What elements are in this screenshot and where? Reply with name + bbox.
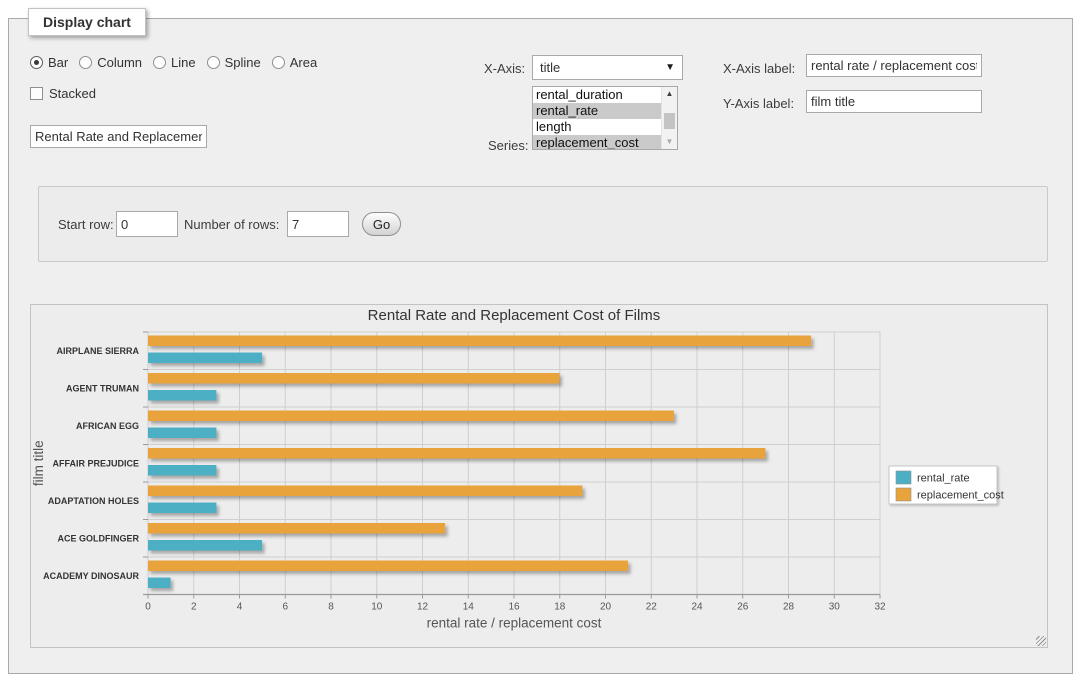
go-button[interactable]: Go — [362, 212, 401, 236]
x-tick-label: 30 — [829, 602, 841, 613]
chevron-down-icon: ▼ — [665, 62, 675, 73]
bar-rental_rate — [148, 465, 217, 476]
radio-icon[interactable] — [79, 56, 93, 69]
x-tick-label: 8 — [328, 602, 334, 613]
category-label: AFRICAN EGG — [76, 421, 139, 431]
series-option-rental_duration[interactable]: rental_duration — [536, 87, 623, 102]
radio-icon[interactable] — [206, 56, 220, 69]
legend-label-replacement_cost: replacement_cost — [917, 490, 1004, 502]
x-tick-label: 28 — [783, 602, 795, 613]
series-option-length[interactable]: length — [536, 119, 572, 134]
chart-title: Rental Rate and Replacement Cost of Film… — [368, 307, 661, 324]
x-tick-label: 14 — [463, 602, 475, 613]
chart-type-option-label: Bar — [48, 55, 69, 70]
series-scrollbar[interactable]: ▲ ▼ — [661, 87, 677, 149]
chart-type-option-label: Spline — [224, 55, 261, 70]
chart-type-option-bar[interactable]: Bar — [30, 55, 68, 70]
x-axis-label-field-label: X-Axis label: — [723, 61, 796, 76]
num-rows-label: Number of rows: — [184, 217, 280, 232]
radio-icon[interactable] — [30, 56, 43, 69]
category-label: ACE GOLDFINGER — [57, 533, 139, 543]
category-label: AFFAIR PREJUDICE — [52, 458, 139, 468]
x-tick-label: 2 — [191, 602, 197, 613]
chart-ylabel: film title — [31, 440, 46, 486]
chart-type-option-label: Column — [97, 55, 143, 70]
x-axis-label-input[interactable] — [806, 54, 982, 77]
category-label: AIRPLANE SIERRA — [56, 346, 139, 356]
x-tick-label: 24 — [691, 602, 703, 613]
chart-type-option-area[interactable]: Area — [271, 55, 318, 70]
x-tick-label: 6 — [283, 602, 289, 613]
bar-rental_rate — [148, 352, 263, 363]
series-listbox[interactable]: rental_duration rental_rate length replacem… — [532, 86, 678, 150]
series-options: rental_duration rental_rate length replacem… — [533, 87, 661, 149]
radio-icon[interactable] — [271, 56, 285, 69]
scrollbar-thumb[interactable] — [664, 113, 675, 129]
num-rows-input[interactable] — [287, 211, 349, 237]
bar-replacement_cost — [148, 560, 629, 571]
row-range-panel: Start row: Number of rows: Go — [38, 186, 1048, 262]
stacked-label: Stacked — [49, 86, 96, 101]
scroll-down-icon[interactable]: ▼ — [665, 137, 674, 146]
scroll-up-icon[interactable]: ▲ — [665, 89, 674, 98]
bar-replacement_cost — [148, 335, 812, 346]
panel-title: Display chart — [28, 8, 146, 36]
bar-rental_rate — [148, 540, 263, 551]
bar-rental_rate — [148, 502, 217, 513]
series-option-replacement_cost[interactable]: replacement_cost — [533, 135, 661, 149]
x-tick-label: 12 — [417, 602, 429, 613]
bar-replacement_cost — [148, 373, 560, 384]
bar-rental_rate — [148, 390, 217, 401]
chart-title-input[interactable] — [30, 125, 207, 148]
chart-type-option-column[interactable]: Column — [79, 55, 142, 70]
x-axis-select[interactable]: title ▼ — [532, 55, 683, 80]
stacked-row: Stacked — [30, 86, 96, 101]
y-axis-label-input[interactable] — [806, 90, 982, 113]
bar-rental_rate — [148, 427, 217, 438]
chart-type-group: Bar Column Line Spline Area — [30, 55, 328, 70]
start-row-input[interactable] — [116, 211, 178, 237]
chart-type-option-line[interactable]: Line — [153, 55, 196, 70]
stacked-checkbox[interactable] — [30, 87, 43, 100]
x-tick-label: 10 — [371, 602, 383, 613]
x-tick-label: 32 — [874, 602, 886, 613]
chart-xlabel: rental rate / replacement cost — [427, 616, 602, 631]
x-tick-label: 20 — [600, 602, 612, 613]
bar-replacement_cost — [148, 485, 583, 496]
chart-type-option-label: Line — [171, 55, 196, 70]
legend-swatch-rental_rate — [895, 470, 912, 485]
x-tick-label: 22 — [646, 602, 658, 613]
y-axis-label-field-label: Y-Axis label: — [723, 96, 795, 111]
x-tick-label: 26 — [737, 602, 749, 613]
bar-replacement_cost — [148, 523, 446, 534]
chart-panel: AIRPLANE SIERRA AGENT TRUMAN AFRICAN EGG AF… — [30, 304, 1048, 648]
bar-rental_rate — [148, 577, 171, 588]
chart-type-option-spline[interactable]: Spline — [206, 55, 261, 70]
x-axis-select-label: X-Axis: — [484, 61, 526, 76]
series-label: Series: — [488, 138, 529, 153]
x-tick-label: 4 — [237, 602, 243, 613]
bar-replacement_cost — [148, 410, 674, 421]
x-axis-selected-value: title — [540, 60, 561, 75]
radio-icon[interactable] — [153, 56, 167, 69]
category-label: ADAPTATION HOLES — [48, 496, 139, 506]
x-tick-label: 0 — [145, 602, 151, 613]
start-row-label: Start row: — [58, 217, 114, 232]
x-tick-label: 16 — [508, 602, 520, 613]
category-label: ACADEMY DINOSAUR — [43, 571, 139, 581]
bar-replacement_cost — [148, 448, 766, 459]
resize-handle-icon[interactable] — [1036, 636, 1046, 646]
chart-type-option-label: Area — [289, 55, 318, 70]
series-option-rental_rate[interactable]: rental_rate — [533, 103, 661, 119]
chart-canvas: AIRPLANE SIERRA AGENT TRUMAN AFRICAN EGG AF… — [31, 307, 1004, 631]
legend-swatch-replacement_cost — [895, 487, 912, 502]
category-label: AGENT TRUMAN — [66, 383, 139, 393]
legend-label-rental_rate: rental_rate — [917, 473, 970, 485]
x-tick-label: 18 — [554, 602, 566, 613]
